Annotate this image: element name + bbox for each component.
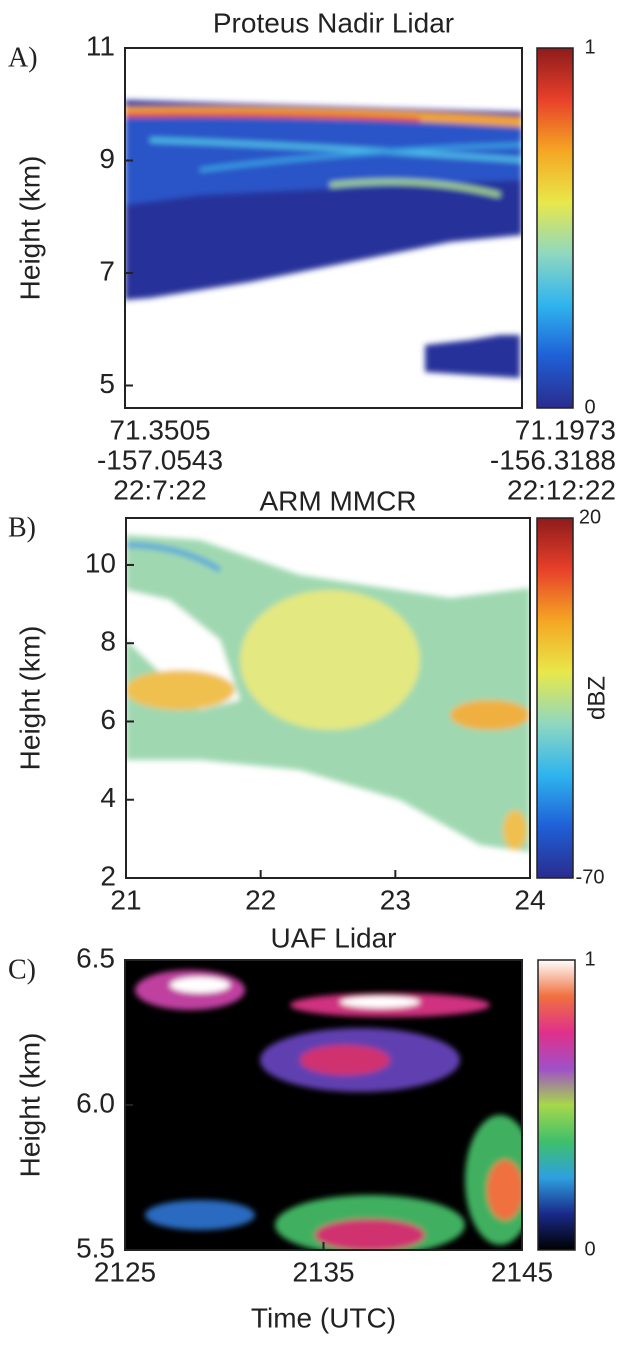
colorbar: [537, 959, 576, 1251]
y-tick-label: 2: [100, 860, 116, 891]
colorbar-tick-label: 20: [579, 506, 601, 528]
x-end-label: 71.3505: [109, 414, 210, 445]
panel-label: C): [8, 954, 36, 985]
x-end-label: 22:12:22: [507, 474, 616, 505]
x-tick-label: 22: [245, 884, 276, 915]
y-tick-label: 8: [100, 626, 116, 657]
colorbar-tick-label: 0: [584, 1238, 595, 1260]
x-end-label: -156.3188: [490, 444, 616, 475]
colorbar: [536, 47, 574, 409]
heatmap-field: [125, 100, 522, 378]
y-axis-label: Height (km): [14, 626, 45, 771]
x-end-label: 71.1973: [515, 414, 616, 445]
y-tick-label: 7: [99, 255, 115, 286]
y-tick-label: 11: [86, 30, 115, 61]
colorbar-tick-label: -70: [576, 866, 605, 888]
y-tick-label: 5: [99, 368, 115, 399]
colorbar-tick-label: 1: [584, 36, 595, 58]
chart-title: UAF Lidar: [270, 922, 396, 953]
panel-label: A): [8, 42, 38, 73]
plot-frame: [124, 47, 523, 409]
panel-label: B): [8, 512, 36, 543]
x-tick-label: 21: [110, 884, 141, 915]
x-tick-label: 2125: [94, 1256, 156, 1287]
x-end-label: 22:7:22: [113, 474, 206, 505]
x-end-label: -157.0543: [97, 444, 223, 475]
x-tick-label: 24: [514, 884, 545, 915]
colorbar-tick-label: 1: [584, 948, 595, 970]
chart-title: ARM MMCR: [259, 485, 416, 516]
y-tick-label: 6: [100, 704, 116, 735]
y-tick-label: 6.5: [76, 942, 115, 973]
colorbar: [536, 517, 574, 879]
y-tick-label: 9: [99, 143, 115, 174]
y-tick-label: 6.0: [76, 1087, 115, 1118]
y-tick-label: 5.5: [76, 1232, 115, 1263]
plot-frame: [125, 517, 531, 879]
x-axis-label: Time (UTC): [251, 1302, 396, 1333]
y-axis-label: Height (km): [14, 1033, 45, 1178]
chart-title: Proteus Nadir Lidar: [213, 7, 454, 38]
x-tick-label: 23: [380, 884, 411, 915]
x-tick-label: 2135: [292, 1256, 354, 1287]
heatmap-field: [125, 960, 522, 1250]
y-tick-label: 4: [100, 782, 116, 813]
heatmap-field: [126, 535, 530, 852]
x-tick-label: 2145: [491, 1256, 553, 1287]
colorbar-tick-label: 0: [584, 396, 595, 418]
colorbar-label: dBZ: [583, 676, 610, 720]
y-axis-label: Height (km): [14, 156, 45, 301]
y-tick-label: 10: [85, 547, 116, 578]
